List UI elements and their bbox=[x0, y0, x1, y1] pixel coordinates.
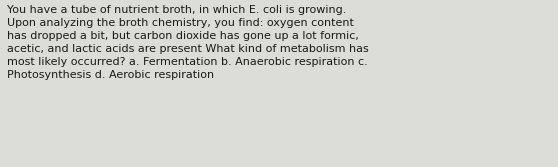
Text: You have a tube of nutrient broth, in which E. coli is growing.
Upon analyzing t: You have a tube of nutrient broth, in wh… bbox=[7, 5, 368, 80]
